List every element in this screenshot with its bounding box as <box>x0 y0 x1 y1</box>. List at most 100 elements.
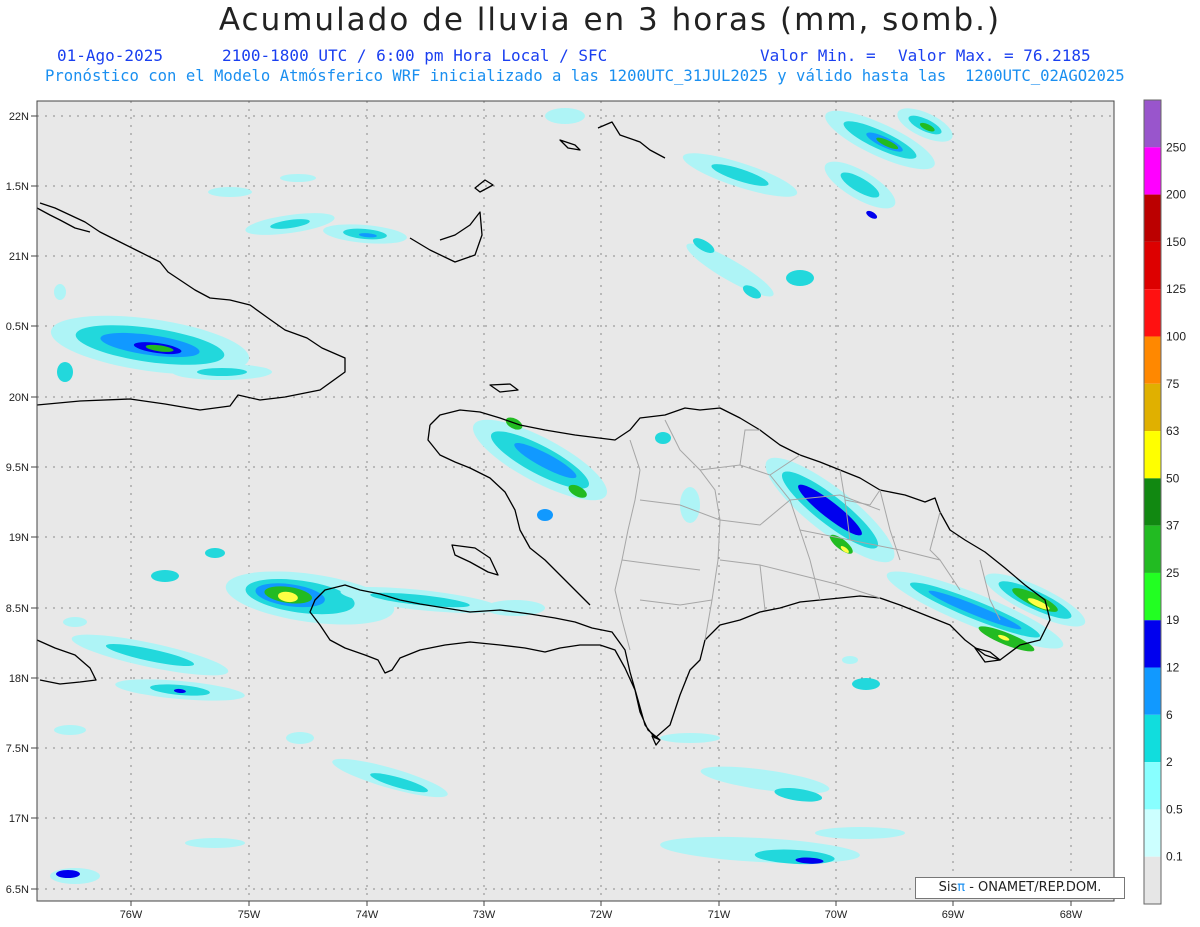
legend-label: 0.1 <box>1166 850 1183 864</box>
legend-label: 50 <box>1166 471 1180 485</box>
latitude-axis: 22N 1.5N 21N 0.5N 20N 9.5N 19N 8.5N 18N … <box>6 111 37 896</box>
legend-label: 125 <box>1166 282 1186 296</box>
rain-band-sea <box>700 766 830 802</box>
legend-label: 6 <box>1166 708 1173 722</box>
legend-swatch <box>1144 856 1161 904</box>
lon-label: 73W <box>473 909 496 921</box>
forecast-period: 2100-1800 UTC / 6:00 pm Hora Local / SFC <box>222 46 608 65</box>
rain-cell <box>57 362 73 382</box>
credit-box: Sisπ - ONAMET/REP.DOM. <box>915 877 1125 899</box>
lat-label: 9.5N <box>6 462 29 474</box>
legend-swatch <box>1144 194 1161 242</box>
legend-swatch <box>1144 667 1161 715</box>
rain-band-north-haiti <box>472 417 608 501</box>
rain-cell <box>286 732 314 744</box>
legend-swatch <box>1144 147 1161 195</box>
rain-band-jamaica <box>115 679 245 701</box>
legend-swatch <box>1144 336 1161 384</box>
rain-cell <box>660 733 720 743</box>
lat-label: 17N <box>9 813 29 825</box>
rainfall-shading <box>50 108 1086 884</box>
rain-band-turks <box>897 108 953 142</box>
map-background <box>37 101 1114 901</box>
rain-band-caicos <box>682 153 798 197</box>
rain-band-north <box>323 224 407 244</box>
credit-pi: π <box>957 880 966 895</box>
lon-label: 69W <box>942 909 965 921</box>
forecast-date: 01-Ago-2025 <box>57 46 163 65</box>
rain-cell <box>842 656 858 664</box>
max-value: Valor Max. = 76.2185 <box>898 46 1091 65</box>
rain-cell <box>151 570 179 582</box>
legend-swatch <box>1144 383 1161 432</box>
coastlines <box>37 121 1051 746</box>
rain-cell <box>485 600 545 616</box>
rain-cluster-cuba-east <box>50 315 250 375</box>
legend-label: 12 <box>1166 661 1180 675</box>
rain-cell <box>655 432 671 444</box>
coast-beata <box>651 735 661 746</box>
legend-label: 2 <box>1166 755 1173 769</box>
lon-label: 76W <box>120 909 143 921</box>
lat-label: 18N <box>9 673 29 685</box>
rain-cell <box>185 838 245 848</box>
coast-gonave <box>451 544 499 576</box>
lon-label: 74W <box>356 909 379 921</box>
credit-prefix: Sis <box>938 880 958 895</box>
rain-cell <box>815 827 905 839</box>
rain-band <box>686 238 774 299</box>
legend-label: 63 <box>1166 424 1180 438</box>
rain-cell <box>280 174 316 182</box>
legend-swatch <box>1144 478 1161 526</box>
legend-label: 0.5 <box>1166 802 1183 816</box>
rain-cell <box>537 509 553 521</box>
legend-label: 25 <box>1166 566 1180 580</box>
legend-swatch <box>1144 762 1161 810</box>
legend-swatch <box>1144 289 1161 337</box>
rain-cell <box>197 368 247 376</box>
rain-band-sea <box>660 836 860 865</box>
min-value: Valor Min. = <box>760 46 876 65</box>
rain-cell <box>56 870 80 878</box>
lon-label: 68W <box>1060 909 1083 921</box>
rain-band-east-dr <box>886 571 1064 652</box>
legend-swatch <box>1144 572 1161 621</box>
coast-saona <box>974 647 1001 663</box>
chart-title: Acumulado de lluvia en 3 horas (mm, somb… <box>218 2 1002 38</box>
legend-swatch <box>1144 714 1161 763</box>
rain-cell <box>63 617 87 627</box>
coast-cuba <box>37 202 346 411</box>
coast-hispaniola <box>309 407 1051 741</box>
legend-label: 100 <box>1166 329 1186 343</box>
rain-band-north <box>245 213 335 235</box>
lat-label: 22N <box>9 111 29 123</box>
legend-label: 250 <box>1166 140 1186 154</box>
rain-band-sea <box>332 758 448 798</box>
legend-label: 200 <box>1166 188 1186 202</box>
rain-cell <box>205 548 225 558</box>
coast-caicos-2 <box>559 139 581 151</box>
rain-cell <box>786 270 814 286</box>
longitude-axis: 76W 75W 74W 73W 72W 71W 70W 69W 68W <box>120 901 1083 921</box>
credit-suffix: - ONAMET/REP.DOM. <box>965 880 1102 895</box>
lat-label: 21N <box>9 251 29 263</box>
lon-label: 71W <box>708 909 731 921</box>
lon-label: 70W <box>825 909 848 921</box>
legend-border <box>1143 99 1162 905</box>
legend-swatch <box>1144 525 1161 573</box>
rain-band-turks <box>825 110 935 170</box>
lat-label: 19N <box>9 532 29 544</box>
legend-swatch <box>1144 100 1161 148</box>
coast-caicos <box>597 121 666 159</box>
coast-inagua <box>474 179 494 193</box>
legend-label: 37 <box>1166 519 1180 533</box>
legend-swatch <box>1144 431 1161 479</box>
lat-label: 8.5N <box>6 603 29 615</box>
rain-band-jamaica <box>71 634 229 676</box>
lat-label: 7.5N <box>6 743 29 755</box>
legend-swatch <box>1144 809 1161 857</box>
rain-cell <box>852 678 880 690</box>
legend-swatch <box>1144 620 1161 668</box>
lon-label: 72W <box>590 909 613 921</box>
